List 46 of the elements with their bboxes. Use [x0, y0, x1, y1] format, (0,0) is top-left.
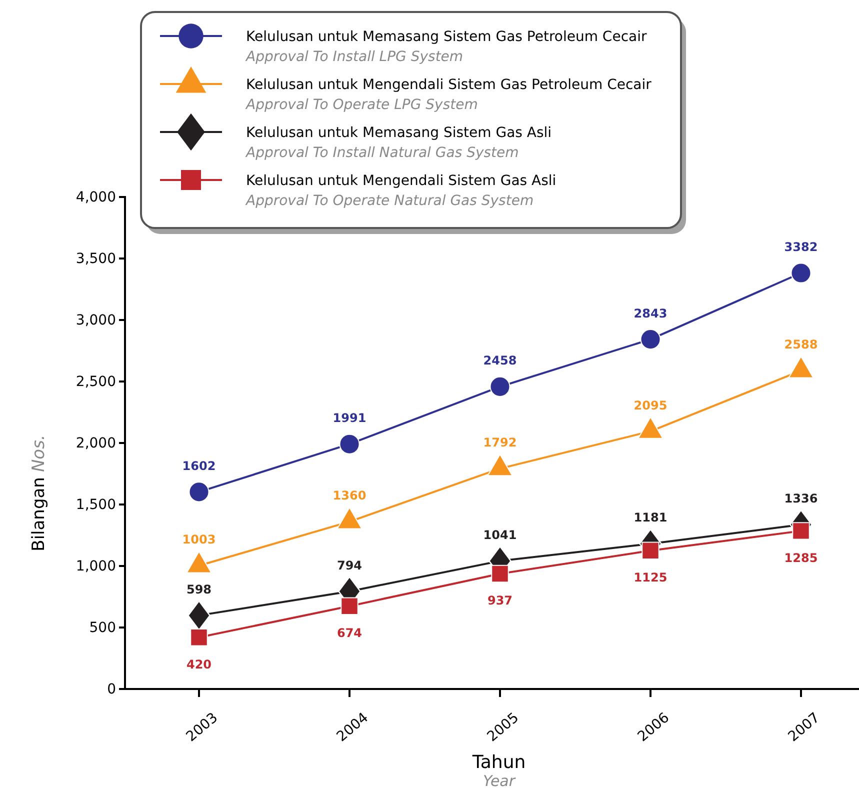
- point: [642, 542, 660, 560]
- data-label: 2458: [483, 354, 517, 368]
- y-tick-label: 1,500: [76, 496, 116, 513]
- point: [339, 434, 360, 454]
- legend-label: Kelulusan untuk Memasang Sistem Gas Asli Approval To Install Natural Gas System: [245, 125, 552, 161]
- data-label: 420: [186, 657, 212, 672]
- point: [792, 522, 810, 540]
- point: [790, 262, 812, 284]
- data-label: 2588: [784, 338, 818, 352]
- data-label: 1360: [332, 488, 366, 503]
- y-tick-label: 2,000: [76, 435, 116, 452]
- y-tick-label: 3,000: [76, 312, 116, 328]
- data-label: 598: [186, 582, 212, 596]
- data-label: 1003: [182, 532, 216, 547]
- data-label: 1041: [483, 528, 517, 542]
- point: [188, 600, 210, 630]
- data-label: 3382: [784, 240, 818, 254]
- data-label: 794: [336, 558, 362, 572]
- data-label: 1336: [784, 492, 818, 506]
- point: [188, 482, 210, 502]
- data-label: 1125: [634, 570, 668, 585]
- legend-label: Kelulusan untuk Memasang Sistem Gas Petroleum Cecair Approval To Install LPG System: [245, 29, 647, 65]
- data-label: 2843: [634, 306, 668, 320]
- data-label: 2095: [634, 398, 668, 412]
- y-tick-label: 0: [107, 681, 116, 698]
- data-label: 1181: [634, 510, 668, 525]
- legend-label: Kelulusan untuk Mengendali Sistem Gas Asli Approval To Operate Natural Gas System: [245, 173, 556, 209]
- data-label: 1792: [483, 436, 517, 450]
- y-tick-label: 3,500: [76, 250, 116, 267]
- point: [490, 376, 510, 397]
- data-label: 674: [336, 626, 362, 640]
- legend-label: Kelulusan untuk Mengendali Sistem Gas Petroleum Cecair Approval To Operate LPG System: [245, 77, 652, 113]
- point: [640, 329, 661, 350]
- y-tick-label: 4,000: [76, 189, 116, 206]
- x-axis-title: Tahun Year: [471, 752, 526, 790]
- data-label: 937: [487, 594, 513, 608]
- y-axis-title: Bilangan Nos.: [29, 434, 49, 552]
- point: [491, 564, 509, 583]
- data-label: 1285: [784, 550, 818, 565]
- y-tick-label: 2,500: [76, 374, 116, 390]
- point: [340, 597, 358, 615]
- data-label: 1602: [182, 458, 216, 473]
- y-tick-label: 1,000: [76, 558, 116, 574]
- point: [190, 628, 208, 646]
- data-label: 1991: [332, 411, 366, 426]
- y-tick-label: 500: [89, 620, 116, 636]
